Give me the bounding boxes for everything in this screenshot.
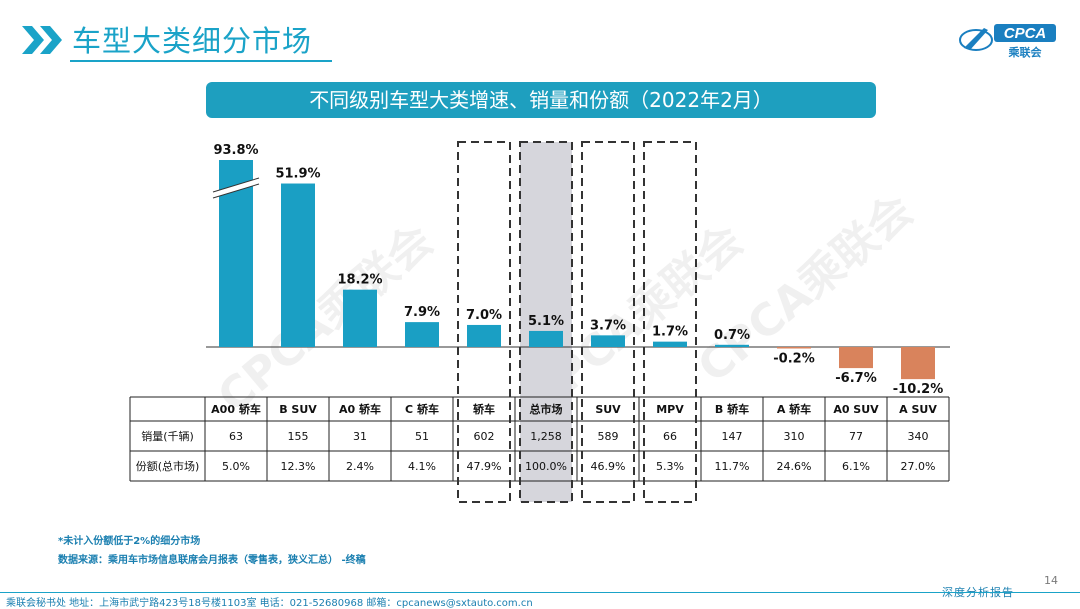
table-cell: 2.4% bbox=[346, 460, 374, 473]
table-cell: 63 bbox=[229, 430, 243, 443]
data-label: 7.9% bbox=[404, 305, 440, 320]
table-cell: 11.7% bbox=[715, 460, 750, 473]
logo-subtext: 乘联会 bbox=[1008, 45, 1043, 59]
table-cell: 5.3% bbox=[656, 460, 684, 473]
shaded-column-bg bbox=[520, 142, 572, 502]
table-cell: 589 bbox=[598, 430, 619, 443]
table-cell: 147 bbox=[722, 430, 743, 443]
table-cell: 100.0% bbox=[525, 460, 567, 473]
bar bbox=[591, 335, 625, 347]
table-cell: 310 bbox=[784, 430, 805, 443]
bar bbox=[715, 344, 749, 347]
table-cell: 1,258 bbox=[530, 430, 562, 443]
data-label: 0.7% bbox=[714, 328, 750, 343]
category-label: 总市场 bbox=[530, 402, 563, 416]
data-label: -0.2% bbox=[773, 352, 814, 367]
data-label: -10.2% bbox=[893, 382, 944, 397]
data-label: -6.7% bbox=[835, 371, 876, 386]
bar bbox=[653, 341, 687, 347]
bar bbox=[467, 324, 501, 347]
bar bbox=[281, 183, 315, 347]
bar bbox=[405, 322, 439, 347]
table-cell: 602 bbox=[474, 430, 495, 443]
table-cell: 6.1% bbox=[842, 460, 870, 473]
table-cell: 66 bbox=[663, 430, 677, 443]
highlight-box bbox=[643, 141, 697, 503]
table-cell: 340 bbox=[908, 430, 929, 443]
category-label: SUV bbox=[595, 403, 621, 416]
category-label: C 轿车 bbox=[405, 402, 439, 416]
bar bbox=[343, 289, 377, 347]
data-label: 1.7% bbox=[652, 325, 688, 340]
cpca-logo: CPCA 乘联会 bbox=[959, 24, 1056, 59]
table-cell: 46.9% bbox=[591, 460, 626, 473]
footnote-share: *未计入份额低于2%的细分市场 bbox=[58, 536, 201, 547]
category-label: A00 轿车 bbox=[211, 402, 261, 416]
bar bbox=[529, 330, 563, 347]
data-label: 18.2% bbox=[337, 273, 382, 288]
chevron-icon bbox=[22, 26, 62, 54]
data-label: 51.9% bbox=[275, 167, 320, 182]
footer-divider bbox=[0, 592, 1080, 593]
axis-break-line bbox=[212, 183, 260, 199]
table-cell: 77 bbox=[849, 430, 863, 443]
bar bbox=[901, 347, 935, 380]
axis-break-line bbox=[212, 177, 260, 193]
table-row-label: 份额(总市场) bbox=[136, 459, 200, 473]
category-label: MPV bbox=[656, 403, 684, 416]
data-label: 93.8% bbox=[213, 143, 258, 158]
bar bbox=[839, 347, 873, 369]
table-cell: 31 bbox=[353, 430, 367, 443]
table-row-label: 销量(千辆) bbox=[141, 429, 194, 443]
axis-break-gap bbox=[213, 178, 259, 198]
category-label: A 轿车 bbox=[777, 402, 811, 416]
chart-title: 不同级别车型大类增速、销量和份额（2022年2月） bbox=[206, 82, 876, 118]
table-cell: 155 bbox=[288, 430, 309, 443]
page-number: 14 bbox=[1044, 574, 1058, 587]
title-underline bbox=[70, 60, 332, 62]
table-cell: 47.9% bbox=[467, 460, 502, 473]
table-cell: 12.3% bbox=[281, 460, 316, 473]
data-label: 7.0% bbox=[466, 308, 502, 323]
bar bbox=[777, 347, 811, 349]
highlight-box bbox=[457, 141, 511, 503]
highlight-box bbox=[581, 141, 635, 503]
table-cell: 24.6% bbox=[777, 460, 812, 473]
category-label: B SUV bbox=[279, 403, 317, 416]
table-cell: 5.0% bbox=[222, 460, 250, 473]
highlight-box bbox=[519, 141, 573, 503]
category-label: A0 轿车 bbox=[339, 402, 381, 416]
data-label: 5.1% bbox=[528, 314, 564, 329]
category-label: A SUV bbox=[899, 403, 937, 416]
logo-text: CPCA bbox=[1004, 25, 1047, 42]
footnote-source: 数据来源：乘用车市场信息联席会月报表（零售表，狭义汇总） -终稿 bbox=[58, 555, 366, 566]
footer-contact: 乘联会秘书处 地址：上海市武宁路423号18号楼1103室 电话：021-526… bbox=[6, 598, 533, 609]
category-label: 轿车 bbox=[473, 402, 495, 416]
table-cell: 27.0% bbox=[901, 460, 936, 473]
page-title: 车型大类细分市场 bbox=[72, 24, 313, 58]
data-label: 3.7% bbox=[590, 318, 626, 333]
footnotes: *未计入份额低于2%的细分市场 数据来源：乘用车市场信息联席会月报表（零售表，狭… bbox=[58, 532, 366, 570]
category-label: A0 SUV bbox=[833, 403, 879, 416]
table-cell: 51 bbox=[415, 430, 429, 443]
category-label: B 轿车 bbox=[715, 402, 749, 416]
table-cell: 4.1% bbox=[408, 460, 436, 473]
